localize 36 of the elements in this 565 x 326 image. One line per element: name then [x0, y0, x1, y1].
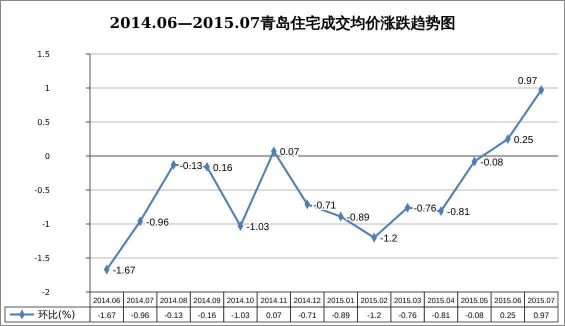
annotation: -0.08 [480, 157, 504, 168]
annotation: -0.96 [146, 217, 170, 228]
annotation: 0.97 [518, 76, 538, 88]
y-tick-label: 1.5 [37, 50, 50, 59]
data-label: -0.16 [198, 311, 217, 320]
annotation: 0.25 [514, 135, 534, 146]
annotation: -0.71 [313, 200, 337, 212]
y-tick-label: 0.5 [37, 118, 50, 127]
y-tick-label: -2 [42, 288, 50, 297]
data-label: 0.07 [266, 311, 282, 320]
y-tick-label: 1 [44, 84, 50, 93]
annotation: -1.03 [246, 222, 270, 234]
data-label: -1.67 [98, 311, 116, 320]
data-label: -0.08 [465, 311, 484, 320]
annotation: -0.89 [346, 212, 370, 224]
legend-label: 环比(%) [38, 309, 76, 321]
data-label: -0.89 [332, 311, 350, 320]
annotation: -1.67 [112, 266, 136, 277]
data-label: -0.71 [298, 311, 317, 320]
annotation: -0.81 [447, 207, 470, 218]
y-tick-label: -0.5 [34, 186, 50, 195]
data-label: -0.76 [398, 311, 418, 320]
data-label: -0.13 [164, 311, 184, 320]
y-tick-label: -1 [42, 220, 50, 229]
data-label: 0.97 [533, 311, 550, 320]
annotation: 0.16 [213, 162, 233, 174]
y-tick-label: 0 [44, 152, 50, 161]
data-label: -1.2 [367, 311, 382, 320]
data-label: -0.96 [131, 311, 150, 320]
data-label: -1.03 [231, 311, 250, 320]
y-tick-label: -1.5 [34, 254, 50, 263]
annotation: 0.07 [280, 147, 300, 158]
annotation: -1.2 [380, 234, 398, 245]
data-label: -0.81 [432, 311, 451, 320]
chart-title: 2014.06—2015.07青岛住宅成交均价涨跌趋势图 [110, 14, 456, 32]
data-label: 0.25 [500, 311, 516, 320]
